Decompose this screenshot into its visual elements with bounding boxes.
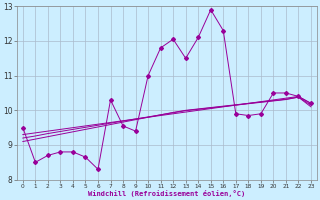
- X-axis label: Windchill (Refroidissement éolien,°C): Windchill (Refroidissement éolien,°C): [88, 190, 245, 197]
